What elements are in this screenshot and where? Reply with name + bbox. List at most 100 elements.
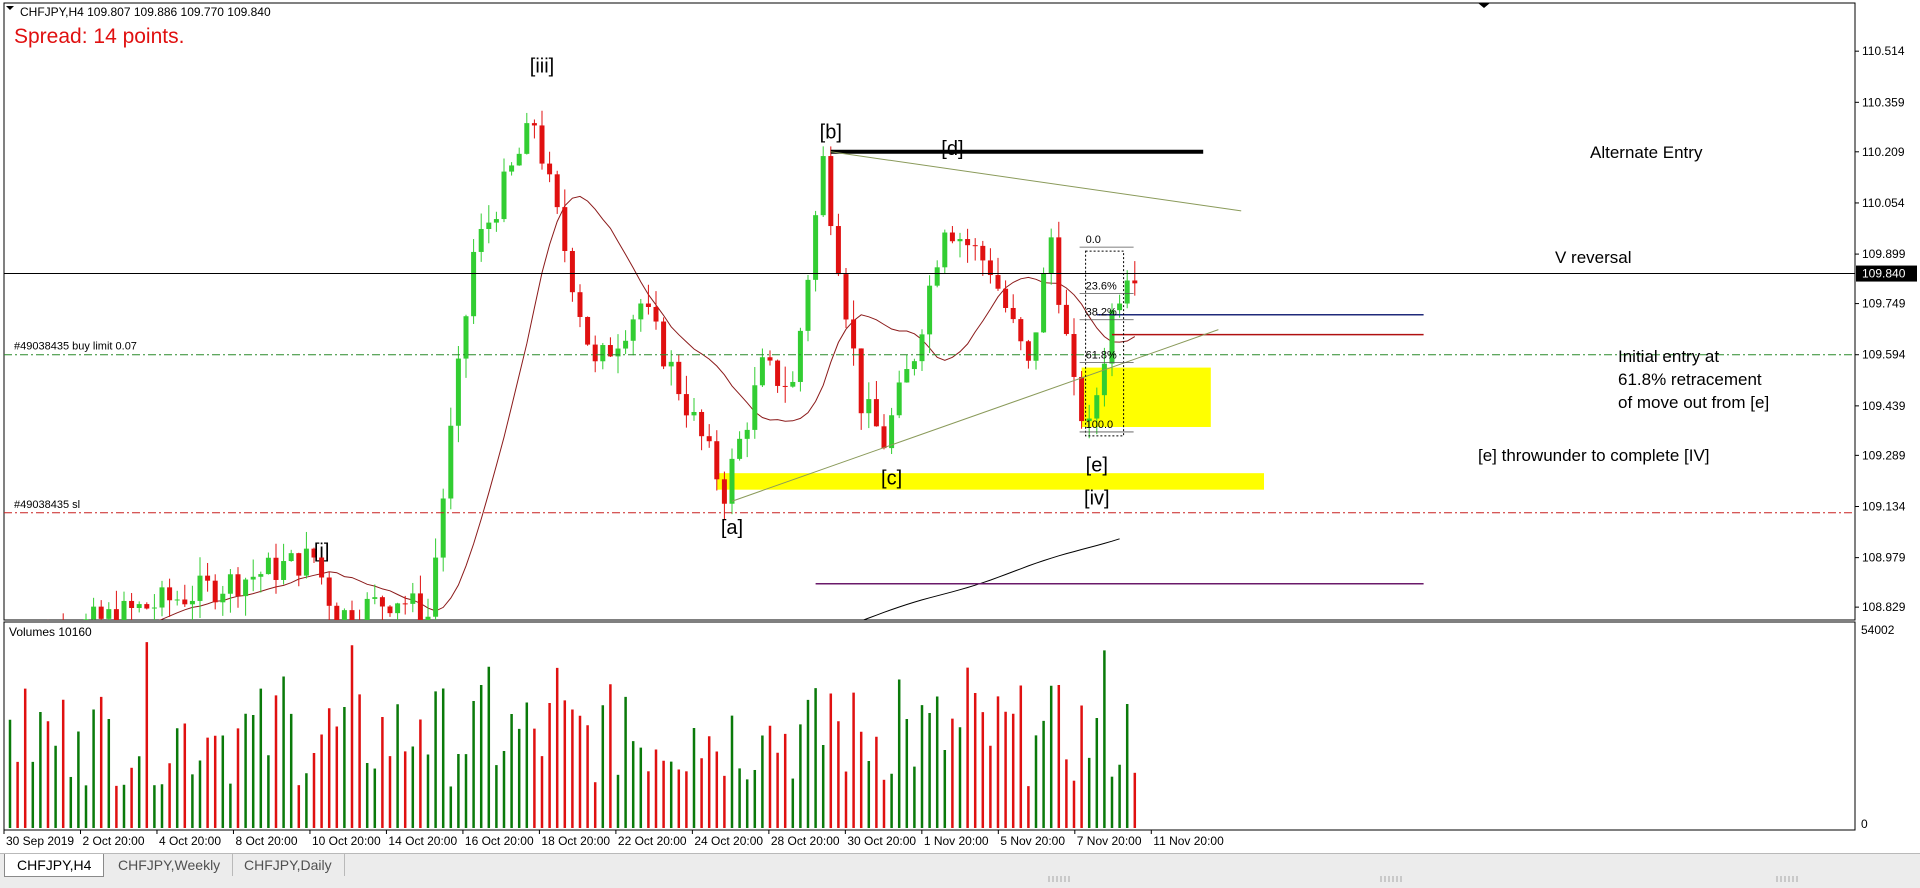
candle — [1063, 289, 1069, 336]
candle — [949, 226, 955, 244]
candle — [889, 407, 895, 455]
candle — [904, 355, 910, 383]
candle — [235, 567, 241, 608]
yellow-zone — [716, 473, 1264, 490]
time-tick-label: 7 Nov 20:00 — [1077, 834, 1142, 848]
candle — [661, 317, 667, 370]
candle — [980, 240, 986, 276]
time-tick-label: 14 Oct 20:00 — [388, 834, 457, 848]
candle — [106, 602, 112, 620]
wave-label: [i] — [314, 540, 330, 562]
time-tick-label: 18 Oct 20:00 — [541, 834, 610, 848]
candle — [1041, 267, 1047, 333]
tab-chfjpy-h4[interactable]: CHFJPY,H4 — [4, 854, 105, 877]
time-tick-label: 16 Oct 20:00 — [465, 834, 534, 848]
candle — [699, 409, 705, 451]
candle — [744, 422, 750, 458]
candle — [296, 552, 302, 587]
candle — [486, 205, 492, 244]
scroll-grip[interactable] — [1380, 876, 1402, 882]
candle — [281, 543, 287, 585]
time-tick-label: 24 Oct 20:00 — [694, 834, 763, 848]
candle — [729, 448, 735, 515]
candle — [972, 238, 978, 261]
candle — [448, 407, 454, 510]
scroll-grip[interactable] — [1048, 876, 1070, 882]
candle — [805, 275, 811, 342]
candle — [379, 595, 385, 620]
trendline[interactable] — [731, 329, 1219, 502]
candle — [159, 580, 165, 617]
candle — [212, 574, 218, 610]
candle — [83, 613, 89, 620]
tab-chfjpy-daily[interactable]: CHFJPY,Daily — [232, 854, 345, 876]
candle — [364, 592, 370, 620]
order-line-label: #49038435 sl — [14, 499, 80, 511]
candle — [896, 370, 902, 419]
candle — [478, 213, 484, 262]
time-tick-label: 30 Sep 2019 — [6, 834, 74, 848]
candle — [455, 346, 461, 443]
candle — [683, 375, 689, 428]
candle — [539, 110, 545, 170]
candle — [493, 211, 499, 232]
candle — [813, 210, 819, 292]
time-tick-label: 10 Oct 20:00 — [312, 834, 381, 848]
time-tick-label: 5 Nov 20:00 — [1000, 834, 1065, 848]
candle — [303, 531, 309, 579]
volume-label: Volumes 10160 — [9, 625, 92, 639]
candle — [440, 488, 446, 572]
candle — [1094, 387, 1100, 435]
candle — [706, 424, 712, 448]
candle — [501, 158, 507, 223]
time-tick-label: 28 Oct 20:00 — [771, 834, 840, 848]
candle — [197, 557, 203, 618]
trendline[interactable] — [830, 151, 1242, 212]
price-tick-label: 108.829 — [1862, 600, 1906, 614]
candle — [250, 559, 256, 592]
candles-group — [47, 110, 1424, 620]
candle — [942, 229, 948, 274]
candle — [1071, 318, 1077, 396]
wave-label: [c] — [881, 468, 902, 490]
candle — [615, 334, 621, 374]
candle — [965, 228, 971, 263]
price-tick-label: 109.899 — [1862, 247, 1906, 261]
candle — [547, 151, 553, 183]
candle — [387, 605, 393, 617]
symbol-info: CHFJPY,H4 109.807 109.886 109.770 109.84… — [20, 5, 271, 19]
chart-canvas[interactable]: CHFJPY,H4 109.807 109.886 109.770 109.84… — [0, 0, 1920, 853]
candle — [410, 582, 416, 613]
spread-text: Spread: 14 points. — [14, 25, 184, 48]
scroll-grip[interactable] — [1776, 876, 1798, 882]
chart-annotation: Alternate Entry — [1590, 143, 1703, 162]
price-tick-label: 110.209 — [1862, 145, 1905, 159]
candle — [957, 232, 963, 258]
candle — [524, 112, 530, 155]
long-moving-average-line — [862, 538, 1120, 620]
candle — [121, 591, 127, 620]
current-price-label: 109.840 — [1862, 267, 1906, 281]
price-tick-label: 110.359 — [1862, 95, 1905, 109]
candle — [676, 354, 682, 401]
candle — [1132, 261, 1138, 296]
volume-axis-top: 54002 — [1861, 623, 1895, 637]
candle — [189, 585, 195, 620]
moving-average-line — [158, 195, 1136, 620]
candle — [402, 595, 408, 615]
candle — [866, 382, 872, 429]
candle — [721, 471, 727, 521]
candle — [881, 414, 887, 450]
candle — [182, 584, 188, 607]
candle — [995, 257, 1001, 291]
wave-label: [e] — [1086, 455, 1108, 477]
chart-menu-icon[interactable] — [6, 6, 14, 10]
shift-marker-icon[interactable] — [1478, 3, 1490, 8]
candle — [927, 275, 933, 354]
candle — [987, 248, 993, 284]
candle — [129, 593, 135, 620]
candle — [638, 298, 644, 332]
chart-annotation: V reversal — [1555, 248, 1632, 267]
tab-chfjpy-weekly[interactable]: CHFJPY,Weekly — [106, 854, 234, 876]
candle — [919, 329, 925, 371]
